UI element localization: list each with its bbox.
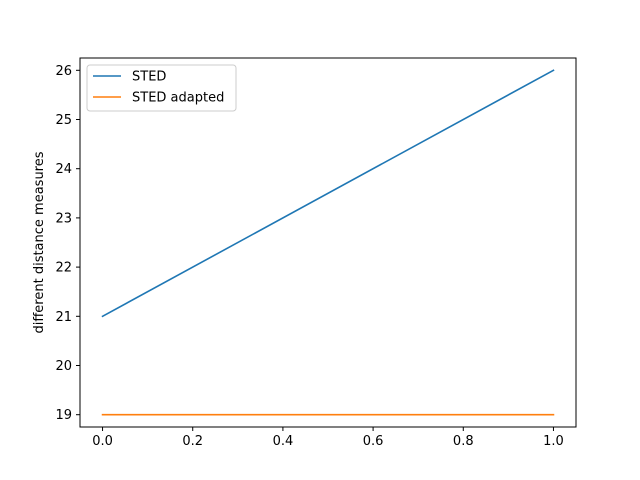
x-tick-label: 0.6: [363, 434, 384, 449]
series-lines: [101, 69, 555, 416]
x-tick-label: 0.4: [273, 434, 294, 449]
y-tick-label: 21: [55, 310, 72, 325]
x-tick-label: 0.2: [182, 434, 203, 449]
legend-label: STED adapted: [132, 91, 224, 106]
y-tick-label: 25: [55, 113, 72, 128]
legend-label: STED: [132, 70, 166, 85]
legend: STED STED adapted: [86, 64, 237, 112]
x-axis: 0.0 0.2 0.4 0.6 0.8 1.0: [92, 427, 564, 449]
legend-box: [86, 64, 237, 112]
y-tick-label: 22: [55, 261, 72, 276]
y-tick-label: 23: [55, 211, 72, 226]
y-tick-label: 26: [55, 64, 72, 79]
series-line-0: [101, 69, 555, 318]
y-tick-label: 24: [55, 162, 72, 177]
x-tick-label: 0.0: [92, 434, 113, 449]
plot-area-frame: [79, 57, 577, 428]
y-tick-label: 20: [55, 359, 72, 374]
y-axis-label: different distance measures: [32, 151, 47, 333]
x-tick-label: 1.0: [543, 434, 564, 449]
y-tick-label: 19: [55, 408, 72, 423]
y-axis: 19 20 21 22 23 24 25 26: [55, 64, 80, 423]
x-tick-label: 0.8: [453, 434, 474, 449]
